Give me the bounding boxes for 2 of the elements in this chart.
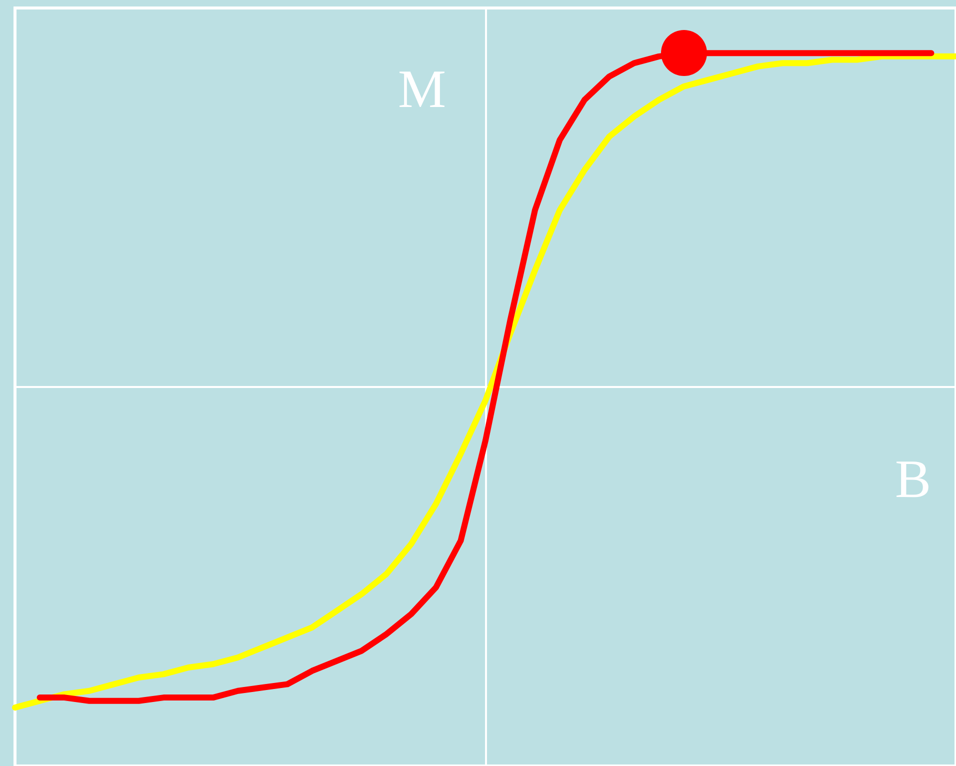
y-axis-title: M <box>398 59 446 119</box>
x-axis-title: B <box>895 449 932 509</box>
